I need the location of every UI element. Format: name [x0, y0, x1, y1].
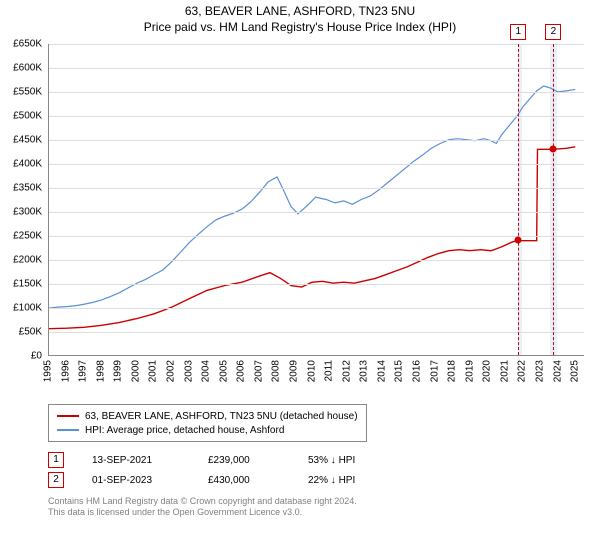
x-tick-label: 2003	[183, 360, 194, 382]
x-tick-label: 2005	[218, 360, 229, 382]
x-tick-label: 2002	[166, 360, 177, 382]
transaction-row: 1 13-SEP-2021 £239,000 53% ↓ HPI	[48, 450, 590, 470]
plot-area: 12	[48, 44, 584, 356]
attribution: Contains HM Land Registry data © Crown c…	[48, 496, 590, 519]
y-tick-label: £600K	[13, 63, 42, 74]
transaction-pct: 53% ↓ HPI	[308, 455, 368, 466]
gridline	[49, 212, 584, 213]
gridline	[49, 332, 584, 333]
x-tick-label: 2021	[499, 360, 510, 382]
attribution-line2: This data is licensed under the Open Gov…	[48, 507, 590, 518]
y-tick-label: £0	[31, 351, 42, 362]
x-tick-label: 2011	[324, 360, 335, 382]
x-tick-label: 1995	[43, 360, 54, 382]
marker-line	[518, 44, 519, 355]
x-tick-label: 2013	[359, 360, 370, 382]
x-tick-label: 2012	[341, 360, 352, 382]
y-tick-label: £250K	[13, 231, 42, 242]
y-tick-label: £550K	[13, 87, 42, 98]
transaction-pct: 22% ↓ HPI	[308, 475, 368, 486]
x-tick-label: 2015	[394, 360, 405, 382]
x-tick-label: 2018	[447, 360, 458, 382]
arrow-down-icon: ↓	[331, 475, 336, 486]
marker-point	[550, 145, 557, 152]
x-tick-label: 1999	[113, 360, 124, 382]
x-tick-label: 2006	[236, 360, 247, 382]
y-tick-label: £650K	[13, 39, 42, 50]
y-tick-label: £500K	[13, 111, 42, 122]
x-tick-label: 1998	[95, 360, 106, 382]
x-tick-label: 2004	[201, 360, 212, 382]
x-tick-label: 2001	[148, 360, 159, 382]
x-tick-label: 2010	[306, 360, 317, 382]
legend: 63, BEAVER LANE, ASHFORD, TN23 5NU (deta…	[48, 404, 367, 442]
x-tick-label: 2024	[552, 360, 563, 382]
x-tick-label: 2000	[130, 360, 141, 382]
y-tick-label: £150K	[13, 279, 42, 290]
x-tick-label: 2017	[429, 360, 440, 382]
transaction-id-box: 1	[48, 452, 64, 468]
transaction-table: 1 13-SEP-2021 £239,000 53% ↓ HPI 2 01-SEP-202…	[48, 450, 590, 490]
y-tick-label: £100K	[13, 303, 42, 314]
attribution-line1: Contains HM Land Registry data © Crown c…	[48, 496, 590, 507]
x-tick-label: 2014	[376, 360, 387, 382]
y-axis-labels: £0£50K£100K£150K£200K£250K£300K£350K£400…	[4, 42, 46, 356]
marker-point	[515, 237, 522, 244]
x-tick-label: 2023	[535, 360, 546, 382]
marker-line	[553, 44, 554, 355]
gridline	[49, 284, 584, 285]
gridline	[49, 308, 584, 309]
transaction-row: 2 01-SEP-2023 £430,000 22% ↓ HPI	[48, 470, 590, 490]
marker-label-box: 1	[510, 24, 526, 40]
series-price_paid	[49, 147, 575, 329]
legend-swatch	[57, 429, 79, 431]
legend-swatch	[57, 415, 79, 417]
series-hpi	[49, 86, 575, 308]
x-tick-label: 2007	[253, 360, 264, 382]
gridline	[49, 116, 584, 117]
gridline	[49, 44, 584, 45]
transaction-price: £239,000	[208, 455, 280, 466]
y-tick-label: £350K	[13, 183, 42, 194]
x-tick-label: 2019	[464, 360, 475, 382]
gridline	[49, 92, 584, 93]
transaction-date: 01-SEP-2023	[92, 475, 180, 486]
chart: £0 £50K £100K £150K £200K £250K £300K £350K £400…	[4, 42, 590, 398]
legend-label: HPI: Average price, detached house, Ashf…	[85, 425, 284, 436]
page-title: 63, BEAVER LANE, ASHFORD, TN23 5NU	[0, 4, 600, 18]
legend-item: 63, BEAVER LANE, ASHFORD, TN23 5NU (deta…	[57, 409, 358, 423]
transaction-price: £430,000	[208, 475, 280, 486]
gridline	[49, 188, 584, 189]
x-tick-label: 2008	[271, 360, 282, 382]
transaction-id-box: 2	[48, 472, 64, 488]
transaction-date: 13-SEP-2021	[92, 455, 180, 466]
legend-item: HPI: Average price, detached house, Ashf…	[57, 423, 358, 437]
arrow-down-icon: ↓	[331, 455, 336, 466]
gridline	[49, 236, 584, 237]
gridline	[49, 140, 584, 141]
y-tick-label: £50K	[19, 327, 42, 338]
x-tick-label: 1996	[60, 360, 71, 382]
x-tick-label: 1997	[78, 360, 89, 382]
x-tick-label: 2025	[570, 360, 581, 382]
legend-label: 63, BEAVER LANE, ASHFORD, TN23 5NU (deta…	[85, 411, 358, 422]
marker-label-box: 2	[545, 24, 561, 40]
gridline	[49, 260, 584, 261]
y-tick-label: £200K	[13, 255, 42, 266]
y-tick-label: £300K	[13, 207, 42, 218]
gridline	[49, 68, 584, 69]
x-axis-labels: 1995199619971998199920002001200220032004…	[48, 358, 584, 398]
x-tick-label: 2022	[517, 360, 528, 382]
x-tick-label: 2009	[289, 360, 300, 382]
x-tick-label: 2016	[412, 360, 423, 382]
y-tick-label: £450K	[13, 135, 42, 146]
gridline	[49, 164, 584, 165]
x-tick-label: 2020	[482, 360, 493, 382]
y-tick-label: £400K	[13, 159, 42, 170]
